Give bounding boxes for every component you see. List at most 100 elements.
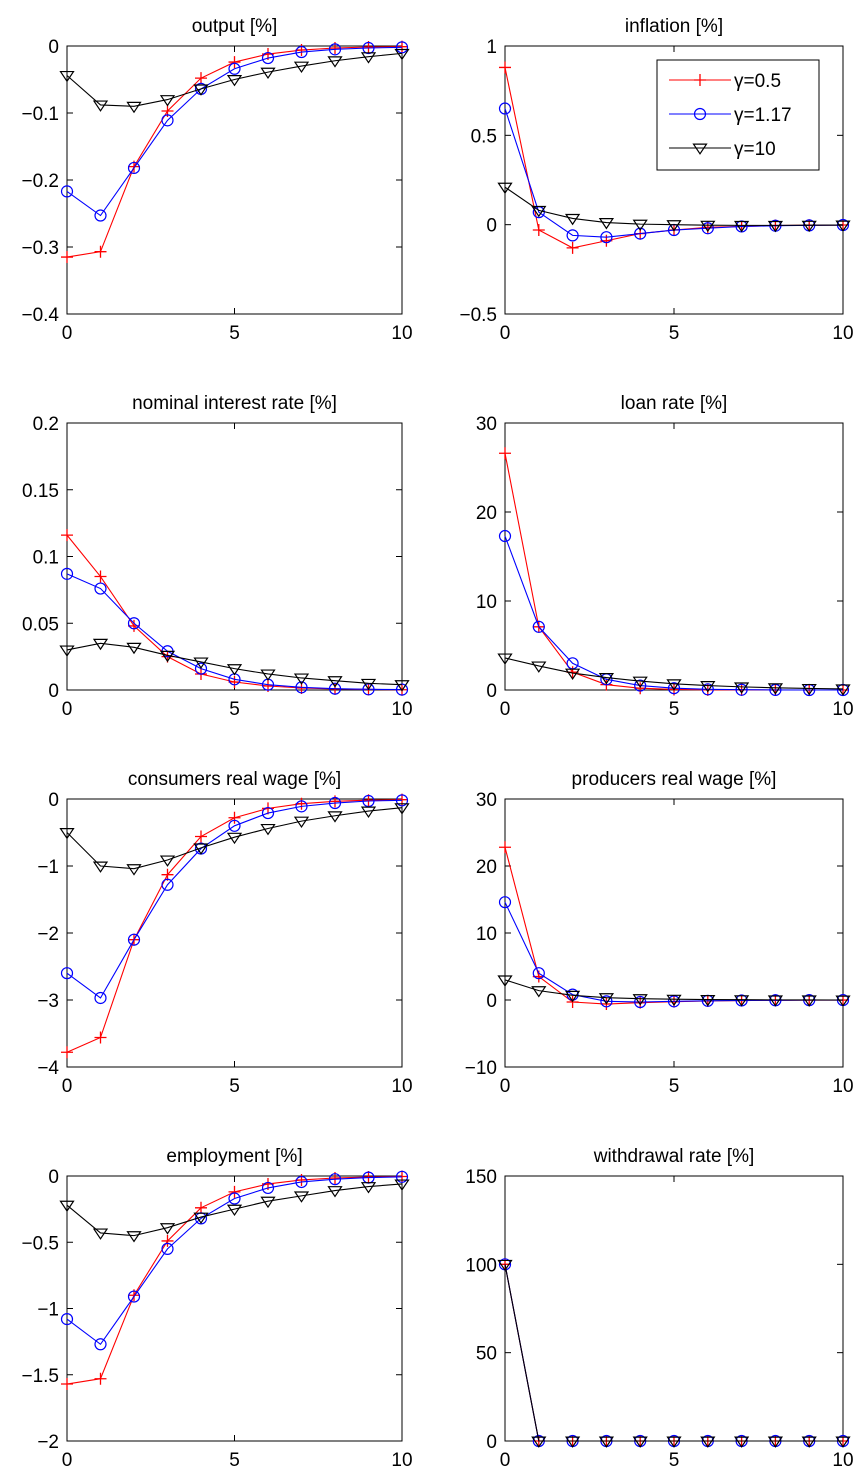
x-tick-label: 10 <box>391 323 412 344</box>
data-point <box>226 1204 243 1217</box>
chart-title: nominal interest rate [%] <box>132 393 337 414</box>
series-triangle <box>59 803 410 876</box>
chart-title: employment [%] <box>166 1146 302 1167</box>
data-point <box>193 843 209 855</box>
legend-marker <box>693 107 707 121</box>
x-tick-label: 10 <box>832 323 853 344</box>
data-point <box>634 679 647 692</box>
data-point <box>94 1031 107 1044</box>
data-point <box>59 645 75 657</box>
data-point <box>261 51 275 65</box>
data-point <box>701 683 714 696</box>
data-point <box>61 1378 73 1391</box>
data-point <box>195 830 207 843</box>
data-point <box>195 72 207 85</box>
data-point <box>532 967 545 980</box>
y-tick-label: 20 <box>476 503 497 524</box>
data-point <box>195 1201 207 1214</box>
data-point <box>159 95 176 107</box>
data-point <box>835 220 851 232</box>
data-point <box>600 231 613 244</box>
series-circle <box>60 794 409 1005</box>
data-point <box>564 1436 581 1448</box>
plot-area-frame <box>66 798 403 1068</box>
y-tick-label: 30 <box>476 790 497 811</box>
data-point <box>94 1338 107 1351</box>
y-tick-label: 0 <box>486 1432 497 1453</box>
data-point <box>295 681 308 694</box>
data-point <box>328 682 342 695</box>
series-line <box>66 1183 403 1237</box>
data-point <box>127 1290 141 1303</box>
data-point <box>497 653 513 665</box>
y-tick-label: −0.1 <box>21 104 59 125</box>
x-tick-label: 5 <box>669 1076 680 1097</box>
data-point <box>532 620 545 633</box>
data-point <box>531 205 547 218</box>
series-line <box>504 979 844 1001</box>
data-point <box>700 681 716 693</box>
data-point <box>767 220 784 233</box>
x-tick-label: 5 <box>669 699 680 720</box>
data-point <box>94 209 107 222</box>
data-point <box>801 1436 817 1448</box>
data-point <box>328 796 342 810</box>
x-tick-label: 0 <box>62 1450 73 1471</box>
data-point <box>61 529 73 542</box>
data-point <box>193 84 209 96</box>
data-point <box>327 1186 343 1198</box>
data-point <box>735 683 748 696</box>
y-tick-label: 0 <box>48 790 59 811</box>
data-point <box>632 994 648 1006</box>
data-point <box>260 67 276 80</box>
data-point <box>327 676 343 688</box>
data-point <box>634 682 647 695</box>
data-point <box>194 662 208 675</box>
y-tick-label: 30 <box>476 414 497 435</box>
chart-title: consumers real wage [%] <box>128 769 341 790</box>
plot-area-frame <box>504 422 844 691</box>
data-point <box>564 213 581 226</box>
series-line <box>66 1176 403 1346</box>
series-triangle <box>59 1179 410 1243</box>
legend-marker <box>692 143 708 155</box>
data-point <box>295 797 308 810</box>
data-point <box>396 40 408 53</box>
series-line <box>66 807 403 870</box>
legend-label: γ=10 <box>734 139 776 160</box>
x-tick-label: 10 <box>832 1076 853 1097</box>
data-point <box>60 567 74 580</box>
x-tick-label: 10 <box>391 1076 412 1097</box>
chart-panel-1: output [%] 0 5 10 −0.4 −0.3 −0.2 −0.1 0 <box>21 16 412 344</box>
x-tick-label: 5 <box>669 323 680 344</box>
plot-area-frame <box>66 422 403 691</box>
y-tick-label: −0.5 <box>459 305 497 326</box>
chart-panel-2: inflation [%]0 5 10−0.500.51γ=0.5γ=1.17γ=1… <box>459 16 853 344</box>
y-tick-label: 0.5 <box>471 126 497 147</box>
y-tick-label: −1 <box>37 857 59 878</box>
data-point <box>598 1436 615 1448</box>
data-point <box>531 661 547 673</box>
data-point <box>60 1312 74 1326</box>
series-triangle <box>497 653 851 696</box>
data-point <box>666 1436 682 1448</box>
data-point <box>566 229 579 242</box>
data-point <box>293 61 310 74</box>
data-point <box>634 995 647 1009</box>
data-point <box>60 185 74 198</box>
data-point <box>394 48 410 61</box>
data-point <box>94 991 107 1005</box>
data-point <box>228 56 241 69</box>
data-point <box>59 828 75 840</box>
data-point <box>161 114 174 127</box>
data-point <box>328 1173 342 1186</box>
x-tick-label: 5 <box>229 323 240 344</box>
data-point <box>701 222 714 235</box>
chart-panel-7: employment [%] 0 5 10 −2 −1.5 −1 −0.5 0 <box>21 1146 412 1471</box>
data-point <box>260 1196 276 1209</box>
data-point <box>126 101 142 114</box>
legend-label: γ=1.17 <box>734 105 792 126</box>
data-point <box>362 41 375 55</box>
data-point <box>228 811 241 824</box>
